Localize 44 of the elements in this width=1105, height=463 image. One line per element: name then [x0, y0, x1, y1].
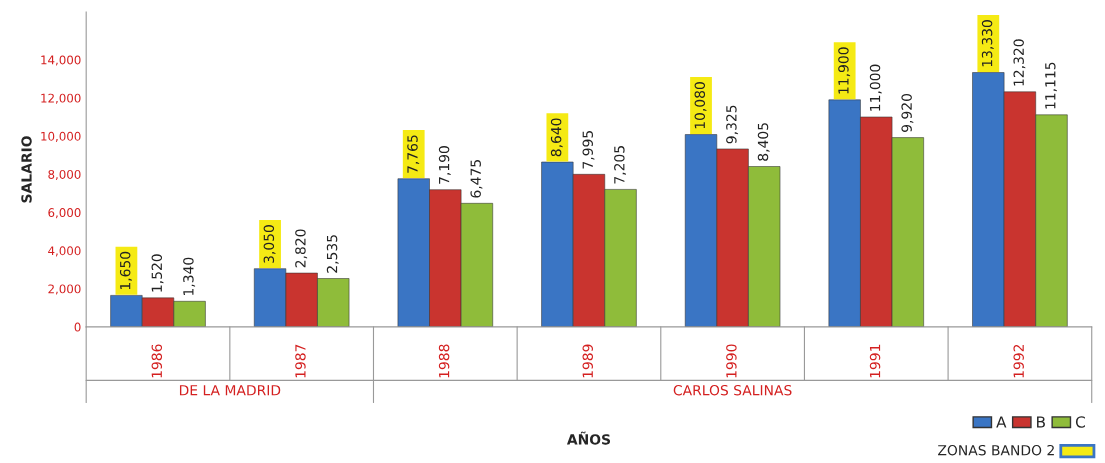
text: CARLOS SALINAS: [673, 384, 792, 396]
data-label: 13,330: [981, 20, 994, 67]
y-tick-label: 12,000: [41, 93, 81, 104]
x-tick-label: 1989: [582, 344, 593, 378]
data-label: 7,765: [407, 135, 420, 173]
data-label: 9,920: [901, 93, 914, 132]
x-axis-title: AÑOS: [566, 431, 611, 445]
legend-label: B: [1037, 416, 1045, 428]
data-label: 7,205: [614, 146, 627, 184]
data-label: 11,115: [1045, 62, 1057, 109]
data-label: 2,820: [295, 229, 308, 268]
data-label: 11,900: [838, 47, 851, 94]
data-label: 8,405: [757, 123, 770, 161]
data-label: 7,190: [438, 146, 451, 184]
x-tick-label: 1988: [438, 344, 450, 378]
legend-label: A: [996, 416, 1007, 428]
x-tick-label: 1992: [1013, 344, 1024, 378]
y-tick-label: 4,000: [48, 246, 81, 257]
text: ZONAS BANDO 2: [938, 444, 1054, 456]
x-tick-label: 1990: [726, 344, 737, 378]
x-tick-label: 1987: [295, 344, 306, 378]
data-label: 12,320: [1013, 39, 1026, 86]
y-axis-title: SALARIO: [21, 136, 32, 203]
y-tick-label: 8,000: [48, 169, 81, 181]
data-label: 3,050: [263, 225, 276, 263]
x-tick-label: 1986: [151, 344, 163, 378]
y-tick-label: 10,000: [41, 131, 81, 142]
data-label: 1,520: [151, 254, 164, 292]
data-label: 6,475: [470, 160, 483, 198]
x-tick-label: 1991: [869, 344, 881, 378]
text: DE LA MADRID: [179, 385, 281, 396]
data-label: 1,340: [183, 257, 196, 296]
data-label: 1,650: [119, 251, 132, 290]
data-label: 10,080: [694, 82, 707, 129]
legend-label: C: [1075, 416, 1085, 428]
y-tick-label: 6,000: [48, 208, 81, 219]
data-label: 11,000: [869, 64, 882, 111]
y-tick-label: 0: [74, 322, 81, 332]
y-tick-label: 14,000: [41, 55, 81, 66]
data-label: 2,535: [326, 235, 339, 273]
data-label: 7,995: [582, 131, 595, 169]
data-label: 8,640: [550, 118, 563, 157]
data-label: 9,325: [726, 105, 739, 144]
y-tick-label: 2,000: [48, 284, 81, 295]
